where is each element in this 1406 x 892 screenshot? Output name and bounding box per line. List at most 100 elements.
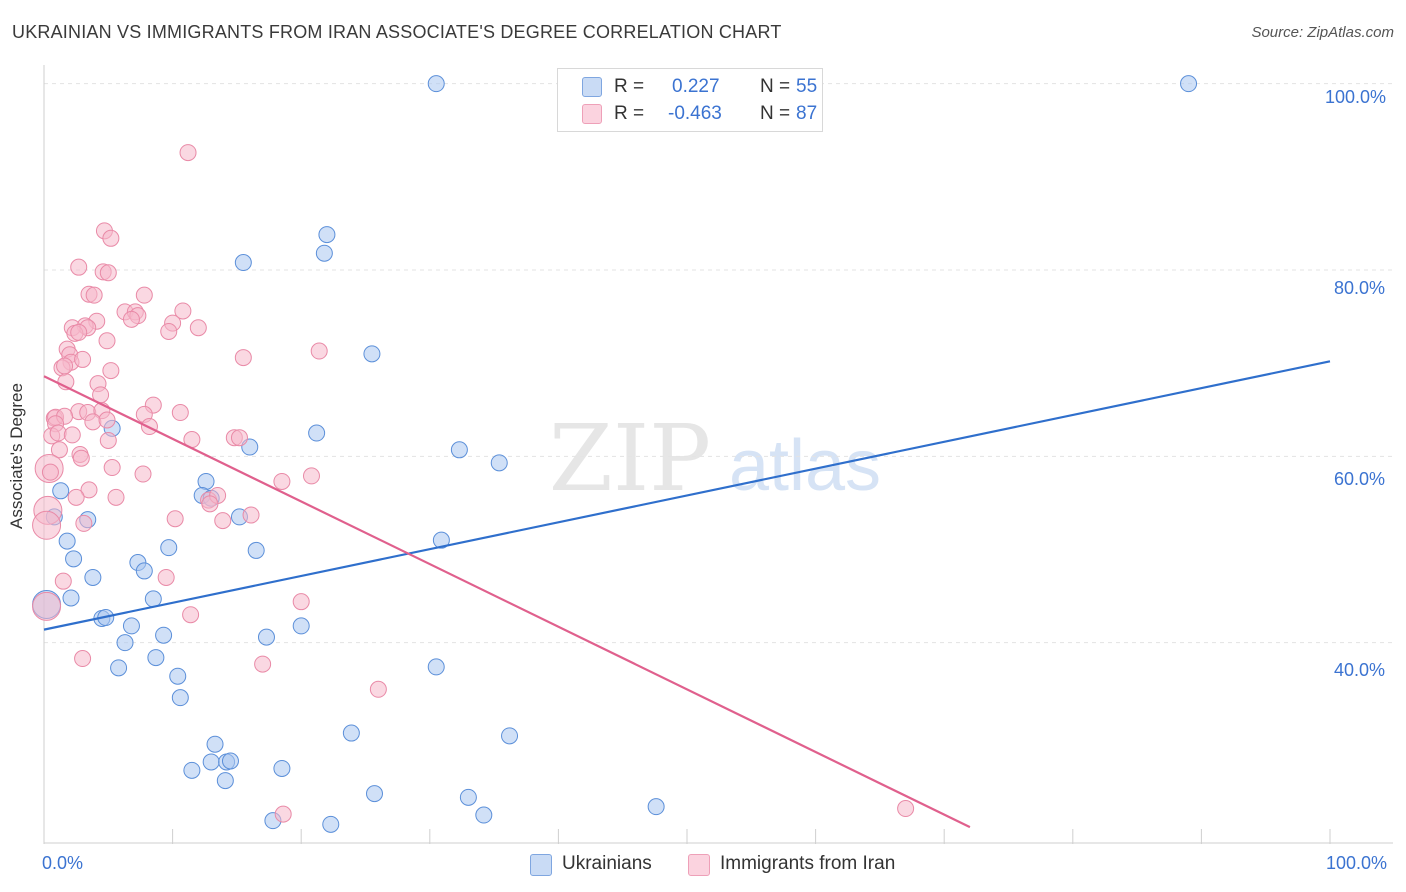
point-iran — [102, 362, 120, 380]
point-iran — [74, 350, 92, 368]
watermark-zip: ZIP — [549, 405, 711, 512]
source-label: Source: ZipAtlas.com — [1251, 24, 1394, 41]
point-ukrainians — [110, 659, 128, 677]
legend-swatch-ukrainians — [582, 77, 602, 97]
point-ukrainians — [342, 724, 360, 742]
point-iran — [98, 411, 116, 429]
point-iran — [201, 495, 219, 513]
point-iran — [171, 404, 189, 422]
point-iran — [99, 264, 117, 282]
point-ukrainians — [501, 727, 519, 745]
point-ukrainians — [58, 532, 76, 550]
point-iran — [80, 481, 98, 499]
point-iran — [274, 805, 292, 823]
point-ukrainians — [432, 531, 450, 549]
point-ukrainians — [171, 689, 189, 707]
legend-r-value: -0.463 — [668, 103, 722, 124]
legend-swatch-ukrainians — [530, 854, 552, 876]
point-iran — [99, 431, 117, 449]
point-iran — [72, 449, 90, 467]
point-ukrainians — [206, 735, 224, 753]
point-iran — [98, 332, 116, 350]
point-ukrainians — [427, 658, 445, 676]
watermark-atlas: atlas — [729, 426, 881, 506]
point-ukrainians — [318, 226, 336, 244]
point-iran — [56, 357, 74, 375]
point-ukrainians — [234, 254, 252, 272]
point-ukrainians — [202, 753, 220, 771]
y-tick-label-40: 40.0% — [1334, 660, 1386, 680]
point-iran — [63, 426, 81, 444]
point-iran — [75, 514, 93, 532]
point-ukrainians — [475, 806, 493, 824]
point-iran — [134, 465, 152, 483]
legend-n-label: N = — [760, 103, 791, 124]
point-ukrainians — [366, 785, 384, 803]
point-iran — [54, 572, 72, 590]
point-ukrainians — [322, 815, 340, 833]
point-iran — [122, 310, 140, 328]
trendline-ukrainians — [43, 360, 1331, 631]
legend-n-label: N = — [760, 76, 791, 97]
point-iran — [166, 510, 184, 528]
point-iran — [74, 650, 92, 668]
x-tick-label-max: 100.0% — [1326, 853, 1388, 873]
point-ukrainians — [122, 617, 140, 635]
point-ukrainians — [135, 562, 153, 580]
point-iran — [157, 568, 175, 586]
correlation-legend: R = 0.227 N = 55 R = -0.463 N = 87 — [557, 68, 823, 132]
y-tick-label-60: 60.0% — [1334, 469, 1386, 489]
point-ukrainians — [257, 628, 275, 646]
legend-r-value: 0.227 — [672, 76, 720, 97]
point-ukrainians — [647, 798, 665, 816]
point-iran — [70, 323, 88, 341]
point-iran — [242, 506, 260, 524]
point-ukrainians — [155, 626, 173, 644]
point-iran — [84, 413, 102, 431]
legend-swatch-iran — [582, 104, 602, 124]
point-iran — [189, 319, 207, 337]
point-iran — [292, 593, 310, 611]
point-iran — [302, 467, 320, 485]
point-ukrainians — [427, 75, 445, 93]
legend-label-iran: Immigrants from Iran — [720, 853, 896, 874]
point-ukrainians — [459, 788, 477, 806]
point-ukrainians — [62, 589, 80, 607]
point-iran — [32, 591, 62, 621]
point-iran — [103, 459, 121, 477]
point-iran — [230, 429, 248, 447]
point-iran — [107, 488, 125, 506]
point-ukrainians — [273, 759, 291, 777]
legend-label-ukrainians: Ukrainians — [562, 853, 652, 874]
point-iran — [234, 349, 252, 367]
point-ukrainians — [490, 454, 508, 472]
point-ukrainians — [315, 244, 333, 262]
point-ukrainians — [216, 772, 234, 790]
point-iran — [70, 258, 88, 276]
point-ukrainians — [450, 441, 468, 459]
point-iran — [310, 342, 328, 360]
y-axis-label: Associate's Degree — [7, 383, 26, 529]
point-iran — [174, 302, 192, 320]
chart-title: UKRAINIAN VS IMMIGRANTS FROM IRAN ASSOCI… — [12, 22, 782, 42]
x-tick-label-min: 0.0% — [42, 853, 84, 873]
point-ukrainians — [52, 482, 70, 500]
point-ukrainians — [197, 472, 215, 490]
point-ukrainians — [247, 541, 265, 559]
point-iran — [273, 472, 291, 490]
legend-r-label: R = — [614, 76, 645, 97]
point-ukrainians — [147, 649, 165, 667]
legend-n-value: 87 — [796, 103, 818, 124]
point-iran — [160, 322, 178, 340]
point-ukrainians — [144, 590, 162, 608]
point-ukrainians — [292, 617, 310, 635]
legend-swatch-iran — [688, 854, 710, 876]
y-tick-label-80: 80.0% — [1334, 278, 1386, 298]
point-iran — [179, 144, 197, 162]
point-iran — [182, 606, 200, 624]
trendline-iran — [43, 375, 971, 829]
point-iran — [897, 800, 915, 818]
point-iran — [254, 655, 272, 673]
point-ukrainians — [65, 550, 83, 568]
